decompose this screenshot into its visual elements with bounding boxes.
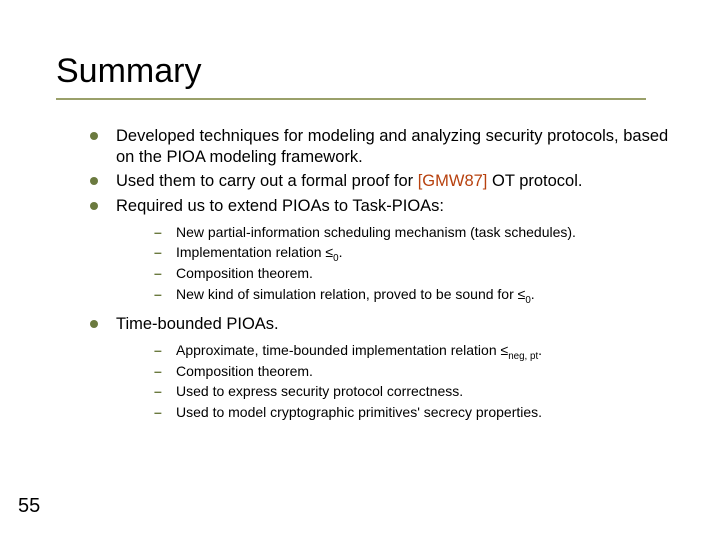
title-underline xyxy=(56,98,646,100)
sub-bullet-item: Composition theorem. xyxy=(154,362,670,381)
sub-bullet-text: . xyxy=(538,342,542,358)
sub-bullet-text: Composition theorem. xyxy=(176,363,313,379)
bullet-text: OT protocol. xyxy=(487,172,582,190)
sub-bullet-item: Implementation relation ≤0. xyxy=(154,243,670,262)
sub-bullet-text: New kind of simulation relation, proved … xyxy=(176,286,525,302)
sub-bullet-item: New kind of simulation relation, proved … xyxy=(154,285,670,304)
sub-bullet-text: Used to express security protocol correc… xyxy=(176,383,463,399)
bullet-text: Time-bounded PIOAs. xyxy=(116,315,279,333)
sub-bullet-text: New partial-information scheduling mecha… xyxy=(176,224,576,240)
bullet-item: Required us to extend PIOAs to Task-PIOA… xyxy=(90,196,670,304)
sub-bullet-item: Used to model cryptographic primitives' … xyxy=(154,403,670,422)
sub-bullet-text: Composition theorem. xyxy=(176,265,313,281)
bullet-text: Used them to carry out a formal proof fo… xyxy=(116,172,418,190)
slide: Summary Developed techniques for modelin… xyxy=(0,0,720,540)
sub-bullet-item: New partial-information scheduling mecha… xyxy=(154,223,670,242)
bullet-text: Required us to extend PIOAs to Task-PIOA… xyxy=(116,197,444,215)
sub-bullet-text: Implementation relation ≤ xyxy=(176,244,333,260)
slide-body: Developed techniques for modeling and an… xyxy=(90,126,670,432)
sub-bullet-item: Approximate, time-bounded implementation… xyxy=(154,341,670,360)
sub-bullet-item: Used to express security protocol correc… xyxy=(154,382,670,401)
page-number: 55 xyxy=(18,495,40,518)
sub-bullet-text: Approximate, time-bounded implementation… xyxy=(176,342,508,358)
bullet-list: Developed techniques for modeling and an… xyxy=(90,126,670,422)
bullet-item: Time-bounded PIOAs. Approximate, time-bo… xyxy=(90,314,670,422)
subscript: neg, pt xyxy=(508,350,538,361)
sub-bullet-text: . xyxy=(339,244,343,260)
bullet-item: Developed techniques for modeling and an… xyxy=(90,126,670,167)
reference-citation: [GMW87] xyxy=(418,172,488,190)
sub-bullet-list: Approximate, time-bounded implementation… xyxy=(116,341,670,423)
slide-title: Summary xyxy=(56,52,201,91)
bullet-item: Used them to carry out a formal proof fo… xyxy=(90,171,670,192)
sub-bullet-item: Composition theorem. xyxy=(154,264,670,283)
sub-bullet-list: New partial-information scheduling mecha… xyxy=(116,223,670,305)
sub-bullet-text: Used to model cryptographic primitives' … xyxy=(176,404,542,420)
bullet-text: Developed techniques for modeling and an… xyxy=(116,127,668,166)
sub-bullet-text: . xyxy=(531,286,535,302)
